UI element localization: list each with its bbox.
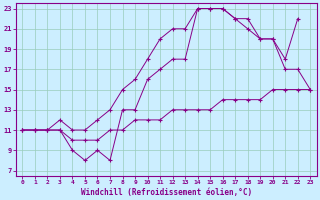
X-axis label: Windchill (Refroidissement éolien,°C): Windchill (Refroidissement éolien,°C) <box>81 188 252 197</box>
